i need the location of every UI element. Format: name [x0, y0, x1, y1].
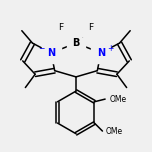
Text: −: − [81, 35, 87, 41]
Text: OMe: OMe [106, 127, 123, 136]
Text: B: B [72, 38, 80, 48]
Text: N: N [97, 48, 105, 58]
Text: F: F [88, 23, 94, 32]
Text: F: F [58, 23, 64, 32]
Text: OMe: OMe [110, 95, 127, 104]
Text: +: + [107, 44, 114, 53]
Text: −: − [38, 44, 45, 53]
Text: N: N [47, 48, 55, 58]
